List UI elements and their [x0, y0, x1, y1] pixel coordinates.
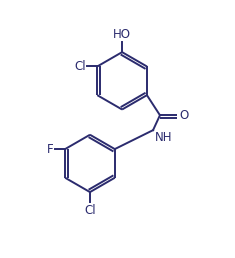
Text: F: F [47, 143, 54, 156]
Text: O: O [179, 109, 188, 122]
Text: NH: NH [155, 131, 172, 144]
Text: Cl: Cl [84, 204, 96, 216]
Text: HO: HO [113, 28, 131, 41]
Text: Cl: Cl [74, 60, 86, 73]
